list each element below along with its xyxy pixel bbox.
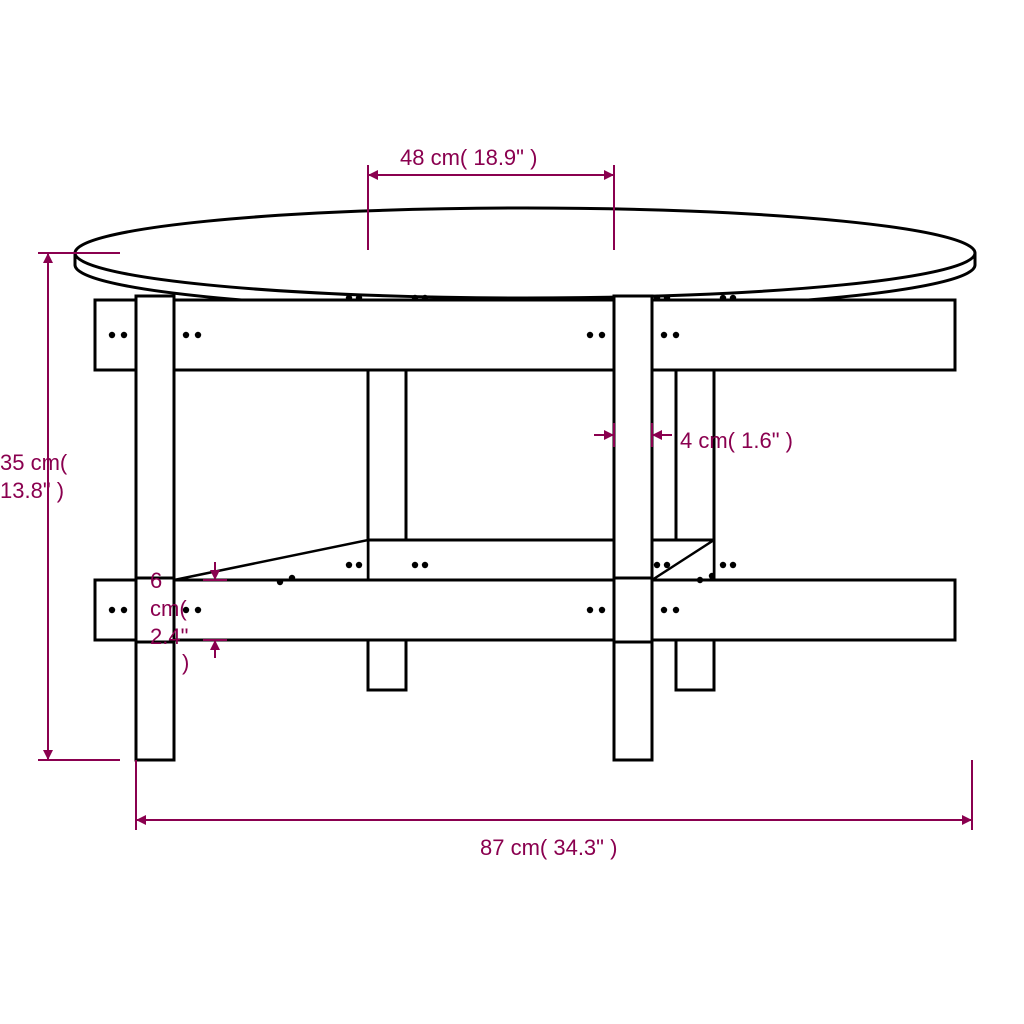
dim-6-b: cm( — [150, 596, 187, 621]
dim-6-a: 6 — [150, 568, 162, 593]
dim-6-c: 2.4" — [150, 624, 188, 649]
dim-87: 87 cm( 34.3" ) — [480, 835, 617, 860]
dim-4: 4 cm( 1.6" ) — [680, 428, 793, 453]
dim-48: 48 cm( 18.9" ) — [400, 145, 537, 170]
dim-6-d: ) — [182, 650, 189, 675]
dimension-drawing: 48 cm( 18.9" ) 35 cm( 13.8" ) 4 cm( 1.6" ) 6… — [0, 0, 1024, 1024]
dim-35-b: 13.8" ) — [0, 478, 64, 503]
dim-35-a: 35 cm( — [0, 450, 68, 475]
